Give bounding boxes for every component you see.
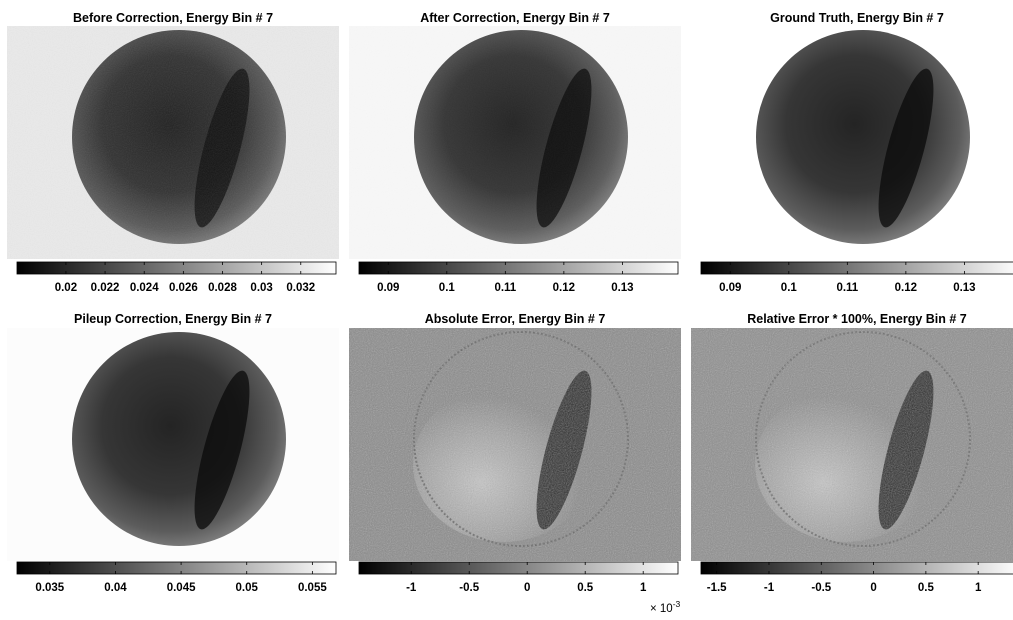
noise-overlay xyxy=(7,26,339,259)
colorbar-tick-label: 0.12 xyxy=(553,282,575,294)
heatmap-image xyxy=(7,26,339,259)
heatmap-image xyxy=(691,26,1013,259)
colorbar-exponent: × 10-3 xyxy=(650,599,681,615)
heatmap-image xyxy=(349,26,681,259)
colorbar-tick-label: 0 xyxy=(870,582,876,594)
panel-title: Ground Truth, Energy Bin # 7 xyxy=(770,11,944,25)
colorbar-tick-label: 0.055 xyxy=(298,582,327,594)
colorbar-tick-label: 0.03 xyxy=(250,282,272,294)
noise-overlay xyxy=(349,328,681,561)
lens-structure xyxy=(194,370,250,530)
panel-2: After Correction, Energy Bin # 70.09 0.1 0… xyxy=(349,11,681,294)
colorbar-tick-label: 0.035 xyxy=(35,582,64,594)
colorbar-tick-label: 1 xyxy=(975,582,982,594)
panel-5: Absolute Error, Energy Bin # 7 -1 -0.5 0 0.5… xyxy=(349,312,681,615)
colorbar-tick-label: -1.5 xyxy=(707,582,727,594)
panel-6: Relative Error * 100%, Energy Bin # 7 -1.… xyxy=(691,312,1013,594)
colorbar-tick-label: 0.5 xyxy=(918,582,935,594)
colorbar: -1.5 -1 -0.5 0 0.5 1 xyxy=(700,561,1013,594)
colorbar-tick-label: 0.11 xyxy=(836,282,858,294)
colorbar-tick-label: 0 xyxy=(524,582,530,594)
noise-overlay xyxy=(691,328,1013,561)
panel-title: After Correction, Energy Bin # 7 xyxy=(420,11,610,25)
colorbar-tick-label: 0.05 xyxy=(236,582,259,594)
panel-4: Pileup Correction, Energy Bin # 70.035 0.… xyxy=(7,312,339,594)
colorbar-gradient xyxy=(700,261,1013,275)
colorbar-tick-label: 0.09 xyxy=(719,282,741,294)
colorbar-tick-label: 0.028 xyxy=(208,282,237,294)
colorbar: 0.035 0.04 0.045 0.05 0.055 xyxy=(16,561,337,594)
phantom-disk xyxy=(72,332,286,546)
colorbar-tick-label: 0.026 xyxy=(169,282,198,294)
colorbar-gradient xyxy=(700,561,1013,575)
colorbar-tick-label: 0.04 xyxy=(104,582,127,594)
colorbar-tick-label: -1 xyxy=(764,582,775,594)
noise-overlay xyxy=(349,26,681,259)
colorbar-tick-label: 0.024 xyxy=(130,282,159,294)
colorbar: 0.09 0.1 0.11 0.12 0.13 xyxy=(700,261,1013,294)
heatmap-image xyxy=(691,328,1013,561)
phantom-disk xyxy=(756,30,970,244)
colorbar-tick-label: 0.02 xyxy=(55,282,77,294)
panel-title: Absolute Error, Energy Bin # 7 xyxy=(425,312,606,326)
colorbar-tick-label: 0.13 xyxy=(953,282,975,294)
colorbar-tick-label: 1 xyxy=(640,582,647,594)
colorbar-gradient xyxy=(16,561,337,575)
heatmap-image xyxy=(349,328,681,561)
colorbar-gradient xyxy=(16,261,337,275)
colorbar-tick-label: 0.13 xyxy=(611,282,633,294)
colorbar-tick-label: 0.1 xyxy=(439,282,456,294)
heatmap-image xyxy=(7,328,339,561)
panel-title: Pileup Correction, Energy Bin # 7 xyxy=(74,312,272,326)
panel-3: Ground Truth, Energy Bin # 70.09 0.1 0.11 0… xyxy=(691,11,1013,294)
panel-1: Before Correction, Energy Bin # 70.02 0.0… xyxy=(7,11,339,294)
lens-structure xyxy=(878,68,934,228)
colorbar-tick-label: -0.5 xyxy=(811,582,831,594)
colorbar-tick-label: 0.09 xyxy=(377,282,399,294)
colorbar-tick-label: 0.12 xyxy=(895,282,917,294)
colorbar: 0.02 0.022 0.024 0.026 0.028 0.03 0.032 xyxy=(16,261,337,294)
colorbar-tick-label: 0.1 xyxy=(781,282,798,294)
colorbar-tick-label: 0.022 xyxy=(91,282,120,294)
colorbar-tick-label: -0.5 xyxy=(459,582,479,594)
colorbar: -1 -0.5 0 0.5 1× 10-3 xyxy=(358,561,681,615)
panel-title: Before Correction, Energy Bin # 7 xyxy=(73,11,273,25)
colorbar: 0.09 0.1 0.11 0.12 0.13 xyxy=(358,261,679,294)
colorbar-gradient xyxy=(358,261,679,275)
colorbar-tick-label: 0.045 xyxy=(167,582,196,594)
colorbar-tick-label: 0.5 xyxy=(577,582,594,594)
colorbar-tick-label: 0.032 xyxy=(286,282,315,294)
colorbar-gradient xyxy=(358,561,679,575)
colorbar-tick-label: -1 xyxy=(406,582,417,594)
colorbar-tick-label: 0.11 xyxy=(494,282,516,294)
panel-title: Relative Error * 100%, Energy Bin # 7 xyxy=(747,312,967,326)
